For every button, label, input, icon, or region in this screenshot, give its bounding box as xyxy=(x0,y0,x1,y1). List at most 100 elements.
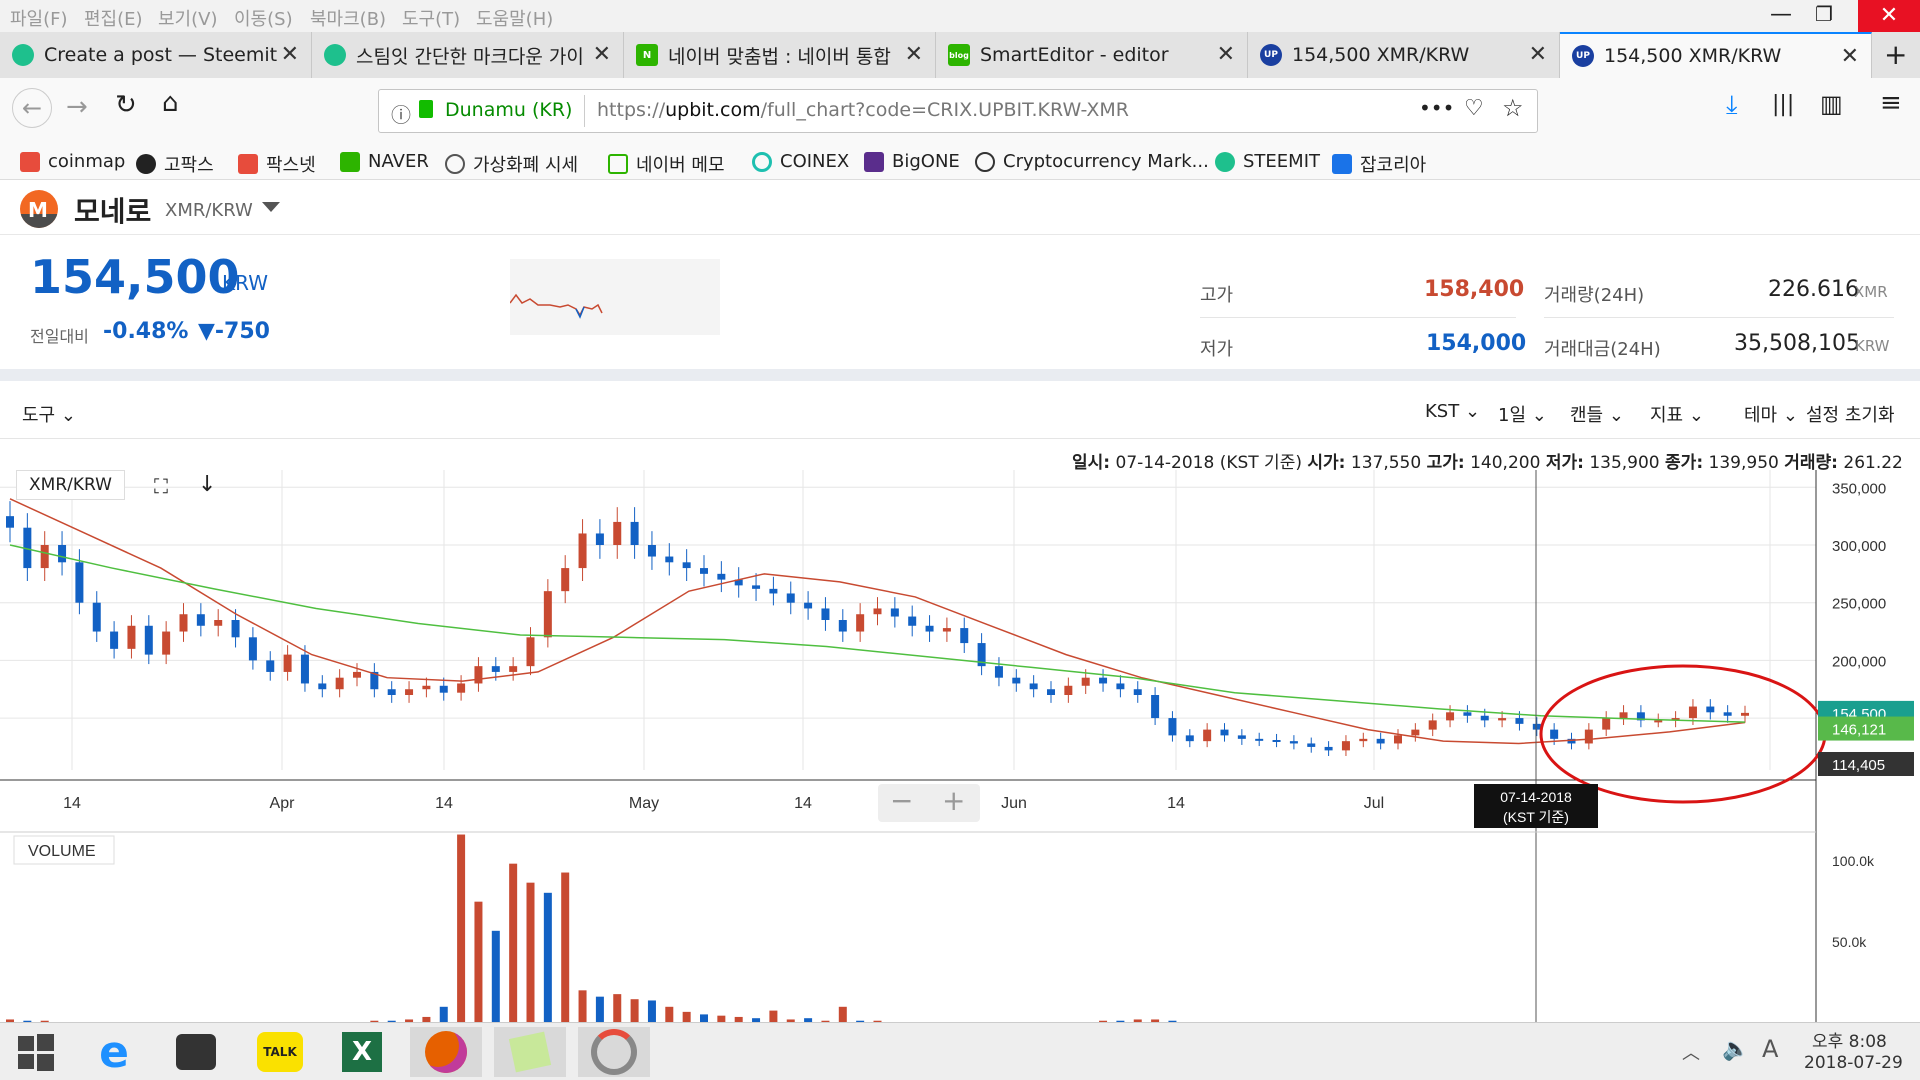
new-tab-button[interactable]: + xyxy=(1884,38,1908,71)
menu-bookmarks[interactable]: 북마크(B) xyxy=(310,9,387,30)
ime-icon[interactable]: A xyxy=(1762,1035,1779,1063)
candle-body xyxy=(734,579,743,586)
menu-help[interactable]: 도움말(H) xyxy=(476,9,554,30)
y-tick-label: 200,000 xyxy=(1832,653,1886,670)
firefox-icon[interactable] xyxy=(410,1027,482,1077)
home-button[interactable]: ⌂ xyxy=(162,88,179,118)
close-window-button[interactable]: ✕ xyxy=(1858,0,1920,32)
volume-value: 261.22 xyxy=(1843,453,1903,473)
candle-body xyxy=(58,545,67,563)
change-label: 전일대비 xyxy=(30,327,89,346)
app-switch-icon[interactable] xyxy=(160,1027,232,1077)
theme-menu[interactable]: 테마 ⌄ xyxy=(1744,405,1798,426)
tab-upbit-active[interactable]: UP 154,500 XMR/KRW ✕ xyxy=(1560,32,1872,78)
back-button[interactable]: ← xyxy=(12,88,52,128)
tab-naver-spelling[interactable]: N 네이버 맞춤법 : 네이버 통합 ✕ xyxy=(624,32,936,78)
fullscreen-icon[interactable]: ⛶ xyxy=(154,474,168,498)
library-icon[interactable]: ||| xyxy=(1772,92,1795,117)
minimize-button[interactable]: — xyxy=(1770,2,1792,27)
start-button[interactable] xyxy=(0,1027,72,1077)
tab-smarteditor[interactable]: blog SmartEditor - editor ✕ xyxy=(936,32,1248,78)
tab-title: 네이버 맞춤법 : 네이버 통합 xyxy=(668,45,891,68)
hamburger-menu-icon[interactable]: ≡ xyxy=(1880,88,1902,118)
excel-icon[interactable]: X xyxy=(326,1027,398,1077)
tray-up-icon[interactable]: ︿ xyxy=(1682,1043,1700,1064)
bookmark-gopax[interactable]: 고팍스 xyxy=(136,151,214,177)
candle-body xyxy=(1081,677,1090,686)
menu-go[interactable]: 이동(S) xyxy=(234,9,293,30)
forward-button[interactable]: → xyxy=(66,92,88,122)
high-info-label: 고가: xyxy=(1426,453,1465,473)
close-tab-icon[interactable]: ✕ xyxy=(1528,42,1547,67)
reload-button[interactable]: ↻ xyxy=(115,90,137,120)
volume-bar xyxy=(1151,1019,1160,1022)
info-icon[interactable]: ⓘ xyxy=(391,103,411,127)
menu-edit[interactable]: 편집(E) xyxy=(84,9,143,30)
divider xyxy=(584,95,585,127)
pocket-icon[interactable]: ♡ xyxy=(1464,96,1484,121)
bookmark-coinmarketcap[interactable]: Cryptocurrency Mark... xyxy=(975,151,1209,172)
candle-menu[interactable]: 캔들 ⌄ xyxy=(1570,405,1624,426)
menu-view[interactable]: 보기(V) xyxy=(158,9,218,30)
reset-settings-button[interactable]: 설정 초기화 xyxy=(1806,405,1895,426)
menu-tools[interactable]: 도구(T) xyxy=(402,9,461,30)
paxnet-icon xyxy=(238,154,258,174)
volume-label: VOLUME xyxy=(28,843,96,860)
tab-markdown-guide[interactable]: 스팀잇 간단한 마크다운 가이 ✕ xyxy=(312,32,624,78)
close-tab-icon[interactable]: ✕ xyxy=(1216,42,1235,67)
volume-bar xyxy=(647,1000,656,1022)
bookmark-paxnet[interactable]: 팍스넷 xyxy=(238,151,316,177)
candle-body xyxy=(543,591,552,638)
jobkorea-icon xyxy=(1332,154,1352,174)
speaker-icon[interactable]: 🔈 xyxy=(1722,1037,1750,1062)
zoom-in-button[interactable]: + xyxy=(942,784,966,817)
chart-symbol-label: XMR/KRW xyxy=(16,470,125,500)
ie-icon[interactable]: e xyxy=(99,1026,129,1078)
bookmark-star-icon[interactable]: ☆ xyxy=(1502,94,1524,122)
candle-body xyxy=(1515,718,1524,724)
tab-steemit-post[interactable]: Create a post — Steemit ✕ xyxy=(0,32,312,78)
download-chart-icon[interactable]: ↓ xyxy=(198,472,217,497)
close-tab-icon[interactable]: ✕ xyxy=(592,42,611,67)
candle-body xyxy=(804,602,813,609)
bookmark-jobkorea[interactable]: 잡코리아 xyxy=(1332,151,1426,177)
more-actions-icon[interactable]: ••• xyxy=(1419,96,1455,120)
volume-bar xyxy=(769,1010,778,1022)
candle-body xyxy=(647,545,656,557)
dropdown-caret-icon[interactable] xyxy=(262,202,280,212)
price-chart[interactable]: 350,000300,000250,000200,000154,500146,1… xyxy=(0,470,1920,1022)
timezone-menu[interactable]: KST ⌄ xyxy=(1425,401,1481,422)
bookmark-label: BigONE xyxy=(892,151,960,172)
indicator-menu[interactable]: 지표 ⌄ xyxy=(1650,405,1704,426)
url-bar[interactable]: ⓘ Dunamu (KR) https://upbit.com/full_cha… xyxy=(378,89,1538,133)
bookmark-steemit[interactable]: STEEMIT xyxy=(1215,151,1320,172)
kakaotalk-icon[interactable]: TALK xyxy=(244,1027,316,1077)
gopax-icon xyxy=(136,154,156,174)
bookmark-naver[interactable]: NAVER xyxy=(340,151,429,172)
bookmark-naver-memo[interactable]: 네이버 메모 xyxy=(608,151,725,177)
photoscape-icon[interactable] xyxy=(578,1027,650,1077)
menu-file[interactable]: 파일(F) xyxy=(10,9,68,30)
close-tab-icon[interactable]: ✕ xyxy=(1840,44,1859,69)
steemit-icon xyxy=(1215,151,1235,172)
sidebar-icon[interactable]: ▥ xyxy=(1820,90,1843,118)
close-tab-icon[interactable]: ✕ xyxy=(280,42,299,67)
period-menu[interactable]: 1일 ⌄ xyxy=(1498,405,1547,426)
maximize-button[interactable]: ❐ xyxy=(1815,2,1833,26)
tool-menu[interactable]: 도구 ⌄ xyxy=(22,405,76,426)
close-label: 종가: xyxy=(1665,453,1704,473)
bookmark-coinmap[interactable]: coinmap xyxy=(20,151,125,172)
close-tab-icon[interactable]: ✕ xyxy=(904,42,923,67)
bookmark-bigone[interactable]: BigONE xyxy=(864,151,960,172)
bookmark-label: STEEMIT xyxy=(1243,151,1321,172)
notes-icon[interactable] xyxy=(494,1027,566,1077)
tab-upbit-1[interactable]: UP 154,500 XMR/KRW ✕ xyxy=(1248,32,1560,78)
candle-body xyxy=(1359,738,1368,742)
zoom-out-button[interactable]: − xyxy=(890,784,914,817)
coin-pair: XMR/KRW xyxy=(165,200,253,221)
bookmark-crypto-price[interactable]: 가상화폐 시세 xyxy=(445,151,578,177)
download-icon[interactable]: ⤓ xyxy=(1726,90,1738,120)
url-text[interactable]: https://upbit.com/full_chart?code=CRIX.U… xyxy=(597,99,1129,121)
bookmark-coinex[interactable]: COINEX xyxy=(752,151,849,172)
volume-bar xyxy=(543,892,552,1022)
